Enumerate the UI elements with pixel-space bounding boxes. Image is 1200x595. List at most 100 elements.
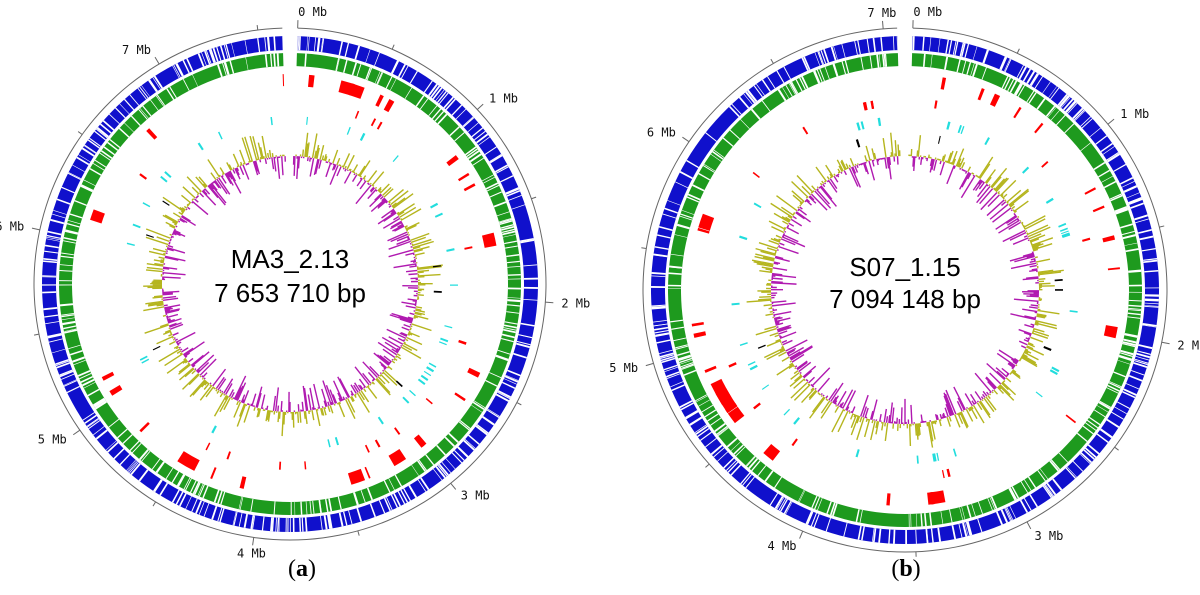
cds-gap <box>680 213 694 219</box>
cds-gap <box>680 402 694 411</box>
gc-skew-negative <box>369 186 375 192</box>
gc-skew-negative <box>814 190 832 209</box>
gc-skew-positive <box>204 381 209 386</box>
gc-skew-positive <box>967 166 972 172</box>
gc-skew-positive <box>323 153 327 161</box>
cds-gap <box>1050 459 1061 470</box>
mb-tick-label: 2 Mb <box>1177 338 1200 352</box>
cds-gap <box>1000 56 1008 71</box>
cds-gap <box>1139 235 1154 241</box>
cds-gap <box>129 94 140 106</box>
gc-skew-negative <box>367 188 377 200</box>
gc-skew-positive <box>376 377 391 394</box>
cds-gap <box>156 94 166 106</box>
gc-skew-negative <box>387 231 408 242</box>
gc-skew-negative <box>209 382 212 385</box>
cyan-feature <box>957 124 962 134</box>
gc-skew-negative <box>776 324 791 331</box>
cds-gap <box>198 484 205 497</box>
gc-skew-positive <box>213 386 216 389</box>
cds-gap <box>72 357 86 363</box>
cds-gap <box>1017 85 1026 97</box>
gc-skew-negative <box>192 364 196 368</box>
cds-gap <box>42 260 58 264</box>
cds-gap <box>666 373 681 379</box>
gc-skew-positive <box>267 152 270 158</box>
gc-skew-negative <box>223 378 234 394</box>
cds-gap <box>99 152 111 161</box>
gc-skew-positive <box>382 186 392 197</box>
red-feature <box>727 406 745 424</box>
cds-gap <box>441 461 452 474</box>
cds-gap <box>1065 100 1076 113</box>
gc-skew-negative <box>325 385 335 405</box>
cds-gap <box>388 478 395 491</box>
cds-gap <box>704 409 717 418</box>
cds-gap <box>859 509 863 523</box>
gc-skew-positive <box>770 202 793 218</box>
gc-skew-positive <box>1031 242 1041 248</box>
cds-gap <box>131 442 142 454</box>
gc-skew-positive <box>1034 256 1038 259</box>
cds-gap <box>698 399 710 407</box>
cds-gap <box>74 199 87 206</box>
gc-skew-positive <box>960 162 966 169</box>
gc-skew-negative <box>199 192 205 198</box>
gc-skew-negative <box>1030 258 1036 261</box>
minor-tick <box>1114 446 1119 451</box>
gc-skew-positive <box>336 157 341 166</box>
gc-skew-positive <box>199 384 213 401</box>
cds-gap <box>409 70 418 84</box>
gc-skew-positive <box>417 269 430 273</box>
cds-gap <box>202 485 209 499</box>
cds-gap <box>419 98 429 110</box>
gc-skew-negative <box>245 163 248 166</box>
gc-skew-positive <box>989 393 992 396</box>
cds-gap <box>493 201 507 208</box>
cds-gap <box>105 440 117 451</box>
cds-gap <box>176 62 184 76</box>
gc-skew-positive <box>1011 370 1021 378</box>
cds-gap <box>338 512 344 527</box>
gc-skew-positive <box>410 232 430 242</box>
cds-gap <box>1050 87 1060 100</box>
cds-gap <box>301 517 304 532</box>
gc-skew-negative <box>1028 337 1031 340</box>
gc-skew-positive <box>321 407 325 416</box>
cds-gap <box>55 360 70 367</box>
gc-skew-negative <box>199 358 217 376</box>
gc-skew-positive <box>1035 320 1057 327</box>
cds-gap <box>287 517 289 532</box>
gc-skew-negative <box>964 393 974 407</box>
cds-gap <box>148 79 158 93</box>
gc-skew-negative <box>194 198 199 203</box>
gc-skew-positive <box>1009 190 1030 207</box>
gc-skew-negative <box>820 393 823 396</box>
gc-skew-positive <box>1036 314 1047 318</box>
gc-skew-negative <box>986 391 990 396</box>
gc-skew-positive <box>996 386 1005 395</box>
genome-name: S07_1.15 <box>849 252 960 282</box>
gc-skew-negative <box>239 165 245 176</box>
gc-skew-negative <box>196 195 199 198</box>
cds-gap <box>949 509 953 523</box>
gc-skew-negative <box>216 178 228 195</box>
gc-skew-positive <box>188 373 200 386</box>
gc-skew-positive <box>277 411 280 423</box>
gc-skew-positive <box>362 175 367 180</box>
cds-gap <box>72 356 85 362</box>
gc-skew-positive <box>191 186 200 195</box>
cds-gap <box>294 501 296 515</box>
gc-skew-positive <box>1030 243 1033 245</box>
cds-gap <box>155 95 164 107</box>
black-feature <box>152 345 161 351</box>
gc-skew-positive <box>366 180 369 183</box>
cds-gap <box>89 167 102 176</box>
cds-gap <box>818 50 824 65</box>
gc-skew-negative <box>862 406 868 418</box>
cds-gap <box>1085 422 1097 431</box>
cds-gap <box>1045 484 1054 497</box>
gc-skew-positive <box>848 164 852 168</box>
gc-skew-positive <box>825 398 828 401</box>
gc-skew-negative <box>296 156 299 179</box>
